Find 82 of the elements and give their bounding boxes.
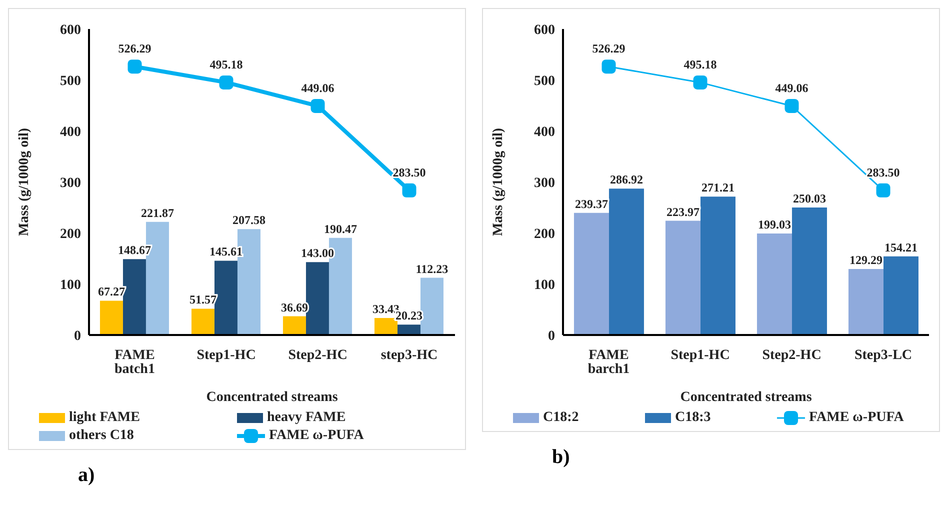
y-tick-label: 400 bbox=[60, 124, 81, 140]
data-label: 526.29 bbox=[592, 42, 626, 56]
data-label: 449.06 bbox=[775, 80, 808, 95]
x-tick-label: Step1-HC bbox=[196, 348, 256, 363]
data-label: 207.58 bbox=[232, 213, 266, 228]
data-label: 283.50 bbox=[866, 165, 900, 180]
text: b) bbox=[552, 446, 571, 469]
bar bbox=[883, 256, 918, 335]
bar bbox=[700, 196, 736, 335]
y-tick-label: 400 bbox=[534, 124, 555, 140]
bar bbox=[848, 269, 884, 335]
data-label: 286.92 bbox=[610, 172, 643, 187]
text: a) bbox=[78, 464, 96, 487]
data-label: 495.18 bbox=[684, 57, 717, 72]
x-tick-label: step3-HC bbox=[380, 348, 438, 363]
y-tick-label: 0 bbox=[74, 328, 81, 344]
bar bbox=[191, 308, 214, 335]
data-label: 495.18 bbox=[210, 57, 243, 72]
bar bbox=[306, 262, 329, 335]
y-tick-label: 300 bbox=[534, 176, 555, 191]
x-tick-label: FAME barch1 bbox=[588, 348, 630, 377]
bar bbox=[756, 233, 792, 335]
x-axis-title: Concentrated streams bbox=[206, 390, 338, 405]
point bbox=[128, 60, 142, 74]
point bbox=[876, 183, 890, 198]
data-label: 271.21 bbox=[701, 180, 734, 195]
data-label: 283.50 bbox=[392, 165, 426, 180]
legend-label: light FAME bbox=[69, 410, 140, 426]
point bbox=[402, 183, 416, 198]
legend-label: FAME ω-PUFA bbox=[809, 410, 904, 426]
y-tick-label: 200 bbox=[534, 226, 555, 242]
x-tick-label: Step3-LC bbox=[854, 348, 912, 363]
bar bbox=[792, 207, 827, 335]
data-label: 129.29 bbox=[849, 253, 882, 268]
point bbox=[693, 75, 708, 90]
y-tick-label: 500 bbox=[60, 74, 81, 89]
y-tick-label: 600 bbox=[60, 22, 81, 38]
point bbox=[602, 60, 616, 74]
data-label: 145.61 bbox=[209, 244, 242, 259]
legend-label: FAME ω-PUFA bbox=[269, 428, 364, 444]
data-label: 449.06 bbox=[301, 80, 334, 95]
data-label: 239.37 bbox=[574, 196, 608, 211]
bar bbox=[420, 278, 444, 335]
y-tick-label: 500 bbox=[534, 74, 555, 89]
legend-label: C18:3 bbox=[675, 410, 711, 426]
data-label: 526.29 bbox=[118, 42, 152, 56]
x-tick-label: Step2-HC bbox=[288, 348, 348, 363]
x-axis-title: Concentrated streams bbox=[680, 390, 812, 405]
bar bbox=[608, 188, 644, 335]
y-tick-label: 600 bbox=[534, 22, 555, 38]
bar bbox=[374, 318, 398, 335]
data-label: 143.00 bbox=[300, 246, 334, 260]
data-label: 221.87 bbox=[140, 206, 174, 220]
legend-label: others C18 bbox=[69, 428, 134, 444]
y-tick-label: 200 bbox=[60, 226, 81, 242]
x-tick-label: Step2-HC bbox=[762, 348, 822, 363]
point bbox=[784, 98, 799, 113]
legend-label: heavy FAME bbox=[267, 410, 346, 426]
y-tick-label: 300 bbox=[60, 176, 81, 191]
data-label: 20.23 bbox=[395, 308, 422, 323]
y-tick-label: 0 bbox=[548, 328, 555, 344]
legend-label: C18:2 bbox=[543, 410, 579, 426]
data-label: 190.47 bbox=[324, 222, 357, 236]
x-tick-label: Step1-HC bbox=[670, 348, 730, 363]
bar bbox=[282, 316, 306, 335]
y-tick-label: 100 bbox=[60, 278, 81, 293]
bar bbox=[100, 300, 123, 335]
bar bbox=[397, 324, 420, 335]
bar bbox=[574, 212, 609, 335]
point bbox=[310, 98, 325, 113]
data-label: 154.21 bbox=[884, 240, 918, 254]
data-label: 112.23 bbox=[416, 262, 448, 276]
data-label: 199.03 bbox=[758, 217, 791, 232]
y-tick-label: 100 bbox=[534, 278, 555, 293]
bar bbox=[665, 220, 700, 335]
data-label: 250.03 bbox=[792, 191, 826, 206]
x-tick-label: FAME batch1 bbox=[114, 348, 155, 377]
data-label: 148.67 bbox=[118, 243, 151, 258]
data-label: 223.97 bbox=[666, 204, 700, 219]
y-axis-title: Mass (g/1000g oil) bbox=[490, 128, 506, 236]
point bbox=[219, 75, 234, 90]
y-axis-title: Mass (g/1000g oil) bbox=[16, 128, 32, 236]
